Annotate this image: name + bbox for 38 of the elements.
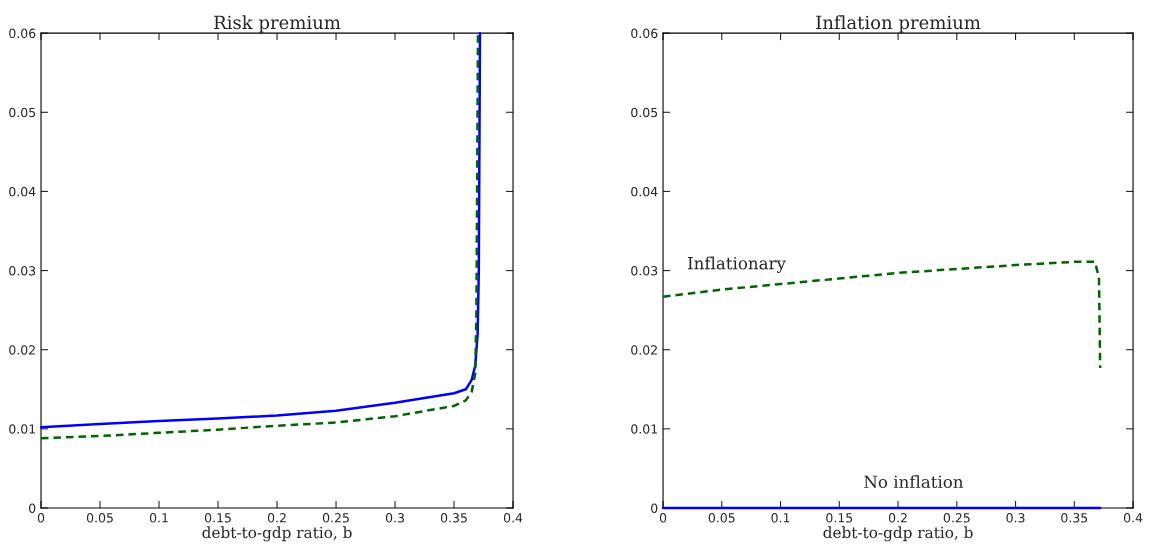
x-tick-label: 0.4 [1123, 513, 1143, 523]
y-tick-label: 0.04 [631, 186, 658, 197]
x-tick-label: 0.25 [322, 513, 349, 523]
x-tick-label: 0.15 [826, 513, 853, 523]
y-tick-label: 0.01 [631, 424, 658, 434]
x-tick-label: 0.25 [943, 513, 970, 523]
x-tick-label: 0.15 [204, 513, 231, 523]
x-tick-label: 0.1 [771, 513, 790, 523]
chart-title: Inflation premium [816, 15, 981, 33]
x-axis-title: debt-to-gdp ratio, b [823, 526, 973, 542]
series-label: Inflationary [687, 256, 786, 273]
y-tick-label: 0.02 [9, 345, 35, 355]
y-tick-label: 0.05 [631, 107, 658, 118]
x-tick-label: 0.1 [149, 513, 168, 523]
y-tick-label: 0 [29, 503, 36, 513]
y-tick-label: 0.03 [631, 266, 658, 276]
y-tick-label: 0.01 [9, 424, 35, 434]
x-tick-label: 0.35 [440, 513, 467, 523]
x-tick-label: 0.05 [708, 513, 735, 523]
y-tick-label: 0.03 [9, 266, 36, 276]
x-tick-label: 0 [659, 513, 667, 523]
x-tick-label: 0.2 [888, 513, 907, 523]
x-tick-label: 0.05 [86, 513, 113, 523]
y-tick-label: 0.06 [9, 28, 36, 39]
y-tick-label: 0.02 [631, 345, 657, 355]
x-tick-label: 0.3 [1006, 513, 1025, 523]
y-tick-label: 0.04 [9, 186, 36, 197]
y-tick-label: 0 [651, 503, 658, 513]
y-tick-label: 0.05 [9, 107, 36, 118]
x-tick-label: 0.35 [1061, 513, 1088, 523]
y-tick-label: 0.06 [631, 28, 658, 39]
series-label: No inflation [864, 475, 964, 489]
x-tick-label: 0.2 [267, 513, 286, 523]
x-tick-label: 0.4 [503, 513, 523, 523]
x-tick-label: 0.3 [385, 513, 404, 523]
x-tick-label: 0 [37, 513, 45, 523]
x-axis-title: debt-to-gdp ratio, b [202, 526, 352, 542]
chart-title: Risk premium [214, 15, 341, 33]
